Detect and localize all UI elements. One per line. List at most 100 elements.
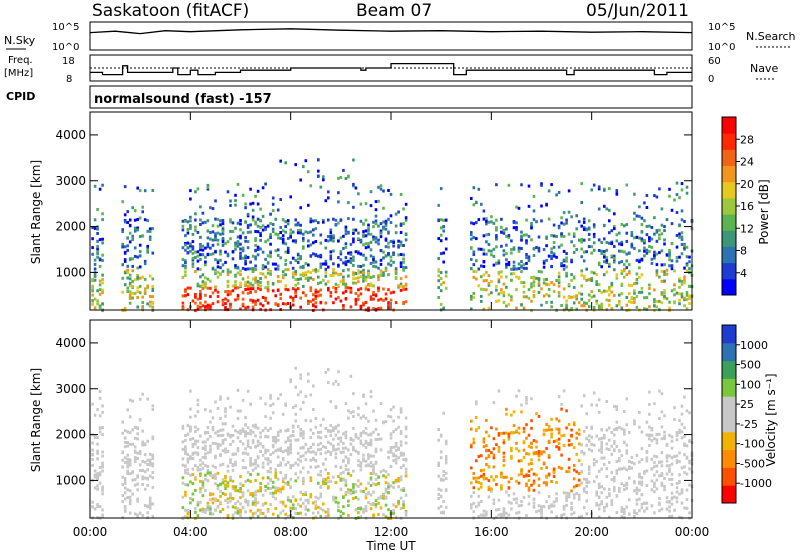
echo-cell xyxy=(271,262,275,266)
echo-cell xyxy=(136,497,139,501)
echo-cell xyxy=(319,452,323,456)
echo-cell xyxy=(603,253,606,257)
echo-cell xyxy=(495,183,498,187)
echo-cell xyxy=(525,295,528,299)
echo-cell xyxy=(655,441,659,445)
echo-cell xyxy=(372,430,375,434)
echo-cell xyxy=(404,202,408,206)
echo-cell xyxy=(231,505,235,509)
echo-cell xyxy=(214,250,217,254)
echo-cell xyxy=(204,489,207,492)
echo-cell xyxy=(392,459,395,463)
echo-cell xyxy=(399,261,403,265)
echo-cell xyxy=(384,487,388,491)
echo-cell xyxy=(623,275,626,279)
echo-cell xyxy=(101,508,104,512)
echo-cell xyxy=(608,438,611,442)
echo-cell xyxy=(670,462,674,466)
echo-cell xyxy=(339,451,343,454)
echo-cell xyxy=(204,276,207,280)
echo-cell xyxy=(595,503,598,507)
echo-cell xyxy=(281,477,285,481)
echo-cell xyxy=(151,408,155,411)
echo-cell xyxy=(309,300,313,304)
echo-cell xyxy=(613,257,616,260)
echo-cell xyxy=(269,503,272,506)
echo-cell xyxy=(327,429,330,433)
echo-cell xyxy=(339,299,343,303)
echo-cell xyxy=(615,427,619,431)
echo-cell xyxy=(565,470,568,474)
echo-cell xyxy=(613,428,616,432)
echo-cell xyxy=(151,289,155,292)
echo-cell xyxy=(359,431,363,435)
echo-cell xyxy=(372,482,375,486)
echo-cell xyxy=(181,424,185,428)
echo-cell xyxy=(665,472,669,476)
echo-cell xyxy=(595,272,598,276)
echo-cell xyxy=(485,418,488,422)
echo-cell xyxy=(239,496,242,500)
echo-cell xyxy=(296,393,300,397)
echo-cell xyxy=(211,497,215,501)
echo-cell xyxy=(138,243,142,247)
echo-cell xyxy=(216,290,220,294)
echo-cell xyxy=(279,490,282,494)
echo-cell xyxy=(229,204,232,207)
echo-cell xyxy=(181,463,185,467)
echo-cell xyxy=(505,511,508,515)
echo-cell xyxy=(264,457,267,461)
echo-cell xyxy=(359,252,363,256)
echo-cell xyxy=(234,485,237,489)
echo-cell xyxy=(219,489,222,493)
echo-cell xyxy=(279,511,282,515)
echo-cell xyxy=(214,237,217,241)
echo-cell xyxy=(444,274,448,278)
echo-cell xyxy=(294,404,297,408)
freq-series-line xyxy=(90,62,692,76)
colorbar-tick-label: -100 xyxy=(740,438,765,451)
echo-cell xyxy=(665,464,669,468)
echo-cell xyxy=(126,488,129,492)
echo-cell xyxy=(595,434,598,438)
echo-cell xyxy=(194,190,197,194)
echo-cell xyxy=(512,246,516,250)
echo-cell xyxy=(266,267,270,271)
echo-cell xyxy=(570,489,573,493)
echo-cell xyxy=(580,237,583,241)
echo-cell xyxy=(638,481,641,485)
echo-cell xyxy=(98,264,102,268)
echo-cell xyxy=(128,281,132,285)
echo-cell xyxy=(322,482,325,486)
echo-cell xyxy=(101,461,104,465)
echo-cell xyxy=(244,288,247,291)
echo-cell xyxy=(645,251,649,255)
echo-cell xyxy=(475,476,478,480)
echo-cell xyxy=(146,439,149,443)
echo-cell xyxy=(367,491,370,494)
echo-cell xyxy=(658,501,661,505)
echo-cell xyxy=(206,505,210,509)
echo-cell xyxy=(329,442,333,446)
echo-cell xyxy=(382,299,385,302)
echo-cell xyxy=(643,470,646,474)
echo-cell xyxy=(670,435,674,439)
echo-cell xyxy=(482,468,486,472)
echo-cell xyxy=(339,478,343,482)
echo-cell xyxy=(590,427,593,430)
echo-cell xyxy=(597,283,601,287)
echo-cell xyxy=(189,407,192,411)
echo-cell xyxy=(101,273,104,277)
echo-cell xyxy=(339,510,343,514)
echo-cell xyxy=(302,291,305,295)
echo-cell xyxy=(660,410,664,414)
echo-cell xyxy=(352,263,355,267)
echo-cell xyxy=(374,236,378,240)
echo-cell xyxy=(480,294,483,298)
echo-cell xyxy=(221,243,225,247)
echo-cell xyxy=(585,436,588,440)
echo-cell xyxy=(309,276,313,280)
echo-cell xyxy=(354,496,358,500)
echo-cell xyxy=(377,242,380,246)
echo-cell xyxy=(186,468,190,472)
